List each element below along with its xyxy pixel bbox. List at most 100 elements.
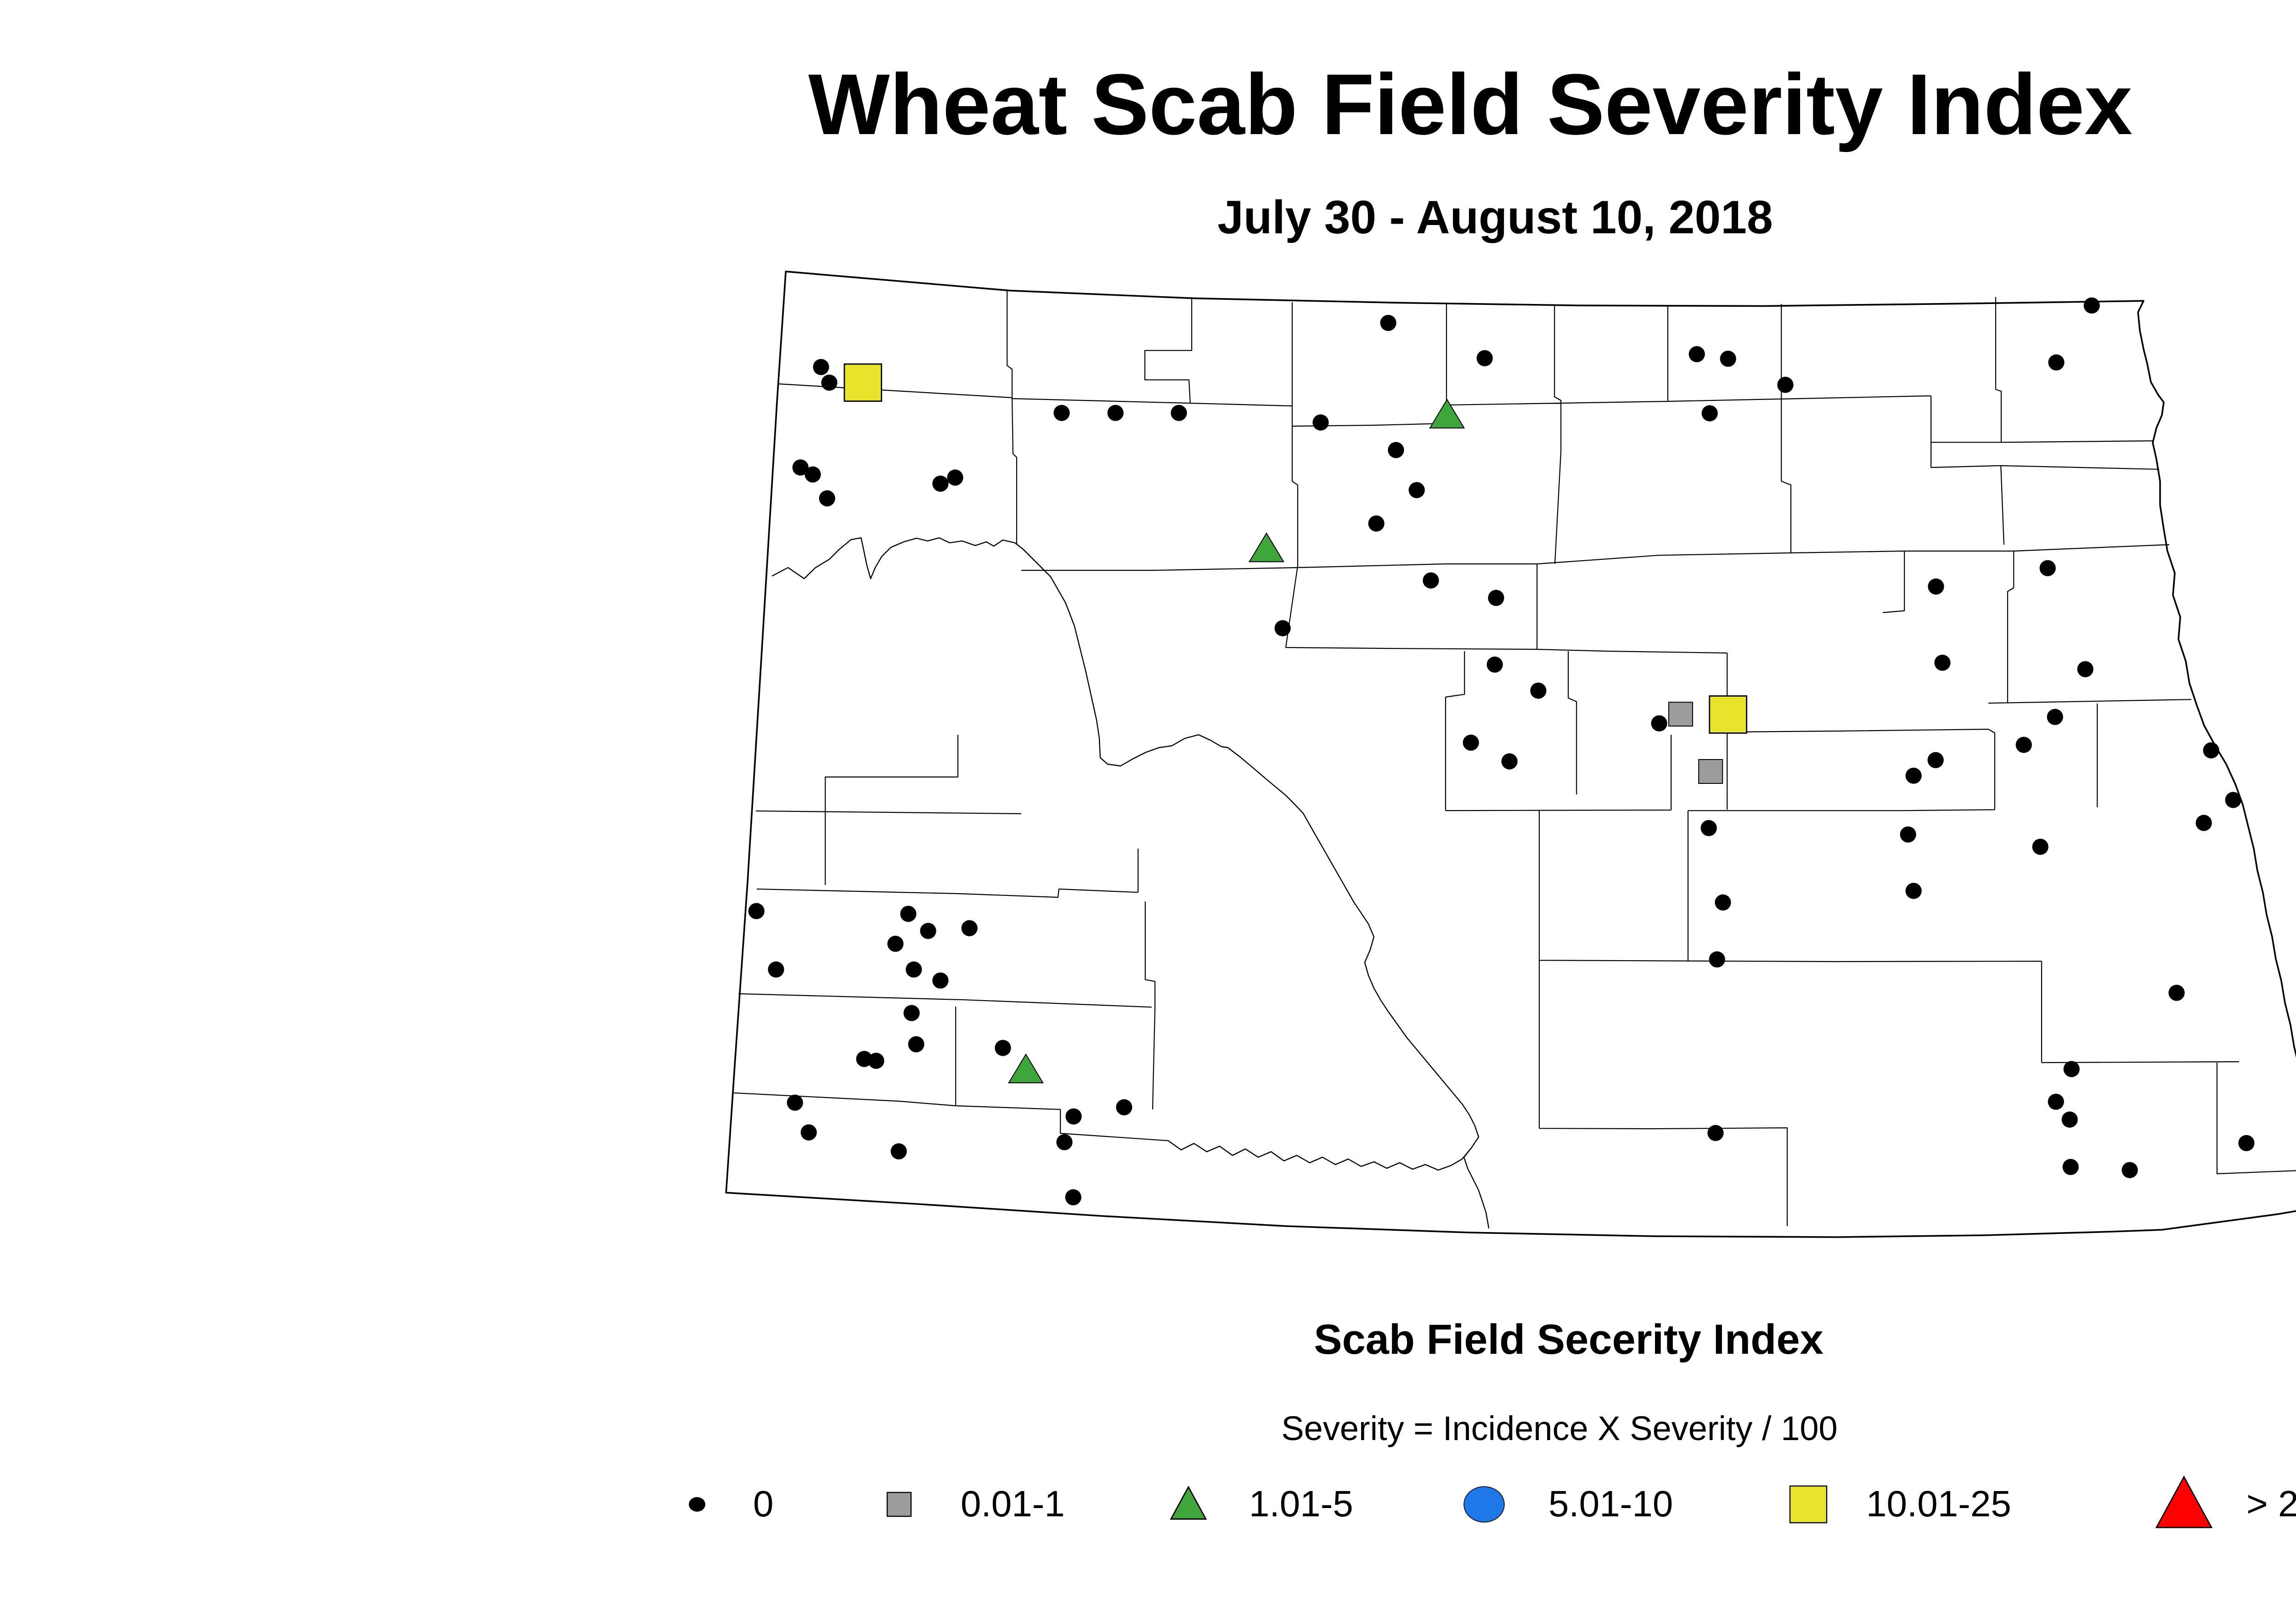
legend-item: 0 [689, 1483, 774, 1524]
map-marker-dot [868, 1053, 884, 1069]
map-marker-dot [1476, 350, 1493, 366]
legend-item: 0.01-1 [886, 1483, 1065, 1524]
map-marker-dot [1274, 620, 1291, 636]
legend-item-label: > 25 [2246, 1483, 2296, 1524]
map-marker-green-triangle [1429, 399, 1465, 428]
map-marker-dot [1700, 820, 1717, 836]
map-marker-dot [1380, 315, 1396, 331]
map-marker-dot [1927, 752, 1944, 768]
map-marker-dot [1651, 715, 1667, 732]
map-marker-gray-square [1698, 759, 1723, 784]
map-marker-dot [2195, 815, 2212, 831]
map-marker-dot [2039, 560, 2056, 576]
map-marker-dot [748, 903, 765, 919]
map-marker-dot [932, 972, 949, 989]
map-marker-dot [1408, 482, 1425, 498]
legend-symbol-square [1789, 1485, 1828, 1524]
map-marker-dot [2083, 297, 2100, 314]
map-marker-dot [2015, 737, 2032, 753]
map-marker-dot [813, 359, 829, 375]
map-marker-dot [1065, 1108, 1082, 1125]
map-marker-dot [1688, 346, 1705, 362]
legend-item: 1.01-5 [1170, 1483, 1353, 1524]
map-marker-gray-square [1668, 702, 1693, 727]
map-marker-dot [1065, 1189, 1081, 1205]
map-marker-dot [1312, 414, 1329, 431]
map-marker-dot [1388, 442, 1404, 458]
map-marker-green-triangle [1249, 532, 1284, 563]
map-marker-dot [947, 469, 963, 486]
map-marker-dot [805, 466, 821, 483]
map-marker-green-triangle [1008, 1053, 1044, 1083]
map-marker-dot [1701, 405, 1718, 422]
state-outline [725, 270, 2296, 1238]
legend-symbol-square [886, 1492, 912, 1517]
legend-title: Scab Field Secerity Index [1314, 1316, 1823, 1363]
map-marker-dot [1488, 590, 1504, 606]
map-marker-dot [2238, 1135, 2255, 1151]
map-marker-dot [1056, 1134, 1073, 1150]
map-marker-dot [1463, 734, 1479, 751]
map-marker-dot [2048, 1093, 2064, 1110]
map-marker-dot [1715, 894, 1731, 911]
map-marker-dot [2225, 792, 2241, 808]
legend: Scab Field Secerity Index Severity = Inc… [689, 1316, 2296, 1528]
legend-formula: Severity = Incidence X Severity / 100 [1281, 1409, 1837, 1447]
map-marker-dot [2047, 709, 2063, 725]
map-marker-dot [1171, 405, 1187, 421]
map-marker-dot [792, 459, 809, 476]
map-marker-dot [1053, 405, 1070, 421]
map-marker-dot [787, 1094, 803, 1111]
map-marker-dot [1486, 656, 1503, 673]
map-marker-dot [2048, 354, 2065, 371]
legend-item-label: 0.01-1 [961, 1483, 1065, 1524]
legend-item-label: 0 [753, 1483, 774, 1524]
legend-symbol-triangle [1170, 1486, 1207, 1520]
map-marker-dot [1707, 1125, 1724, 1141]
map-marker-dot [2168, 985, 2185, 1001]
map-marker-dot [961, 920, 978, 936]
cannonball-river [1167, 1140, 1472, 1171]
map-marker-dot [1905, 883, 1922, 899]
map-marker-dot [800, 1124, 817, 1141]
map-marker-yellow-square [1709, 695, 1748, 734]
map-marker-dot [1905, 767, 1922, 784]
map-markers [748, 297, 2255, 1205]
page-title: Wheat Scab Field Severity Index [808, 56, 2133, 152]
north-dakota-map [725, 270, 2296, 1238]
map-marker-dot [1720, 350, 1736, 367]
county-boundaries [733, 289, 2296, 1226]
map-marker-dot [1709, 951, 1725, 968]
map-marker-dot [856, 1051, 872, 1067]
legend-item-label: 1.01-5 [1249, 1483, 1353, 1524]
legend-symbol-circle [1463, 1486, 1505, 1523]
map-marker-dot [2061, 1111, 2078, 1128]
map-marker-dot [821, 374, 838, 391]
map-marker-dot [2122, 1162, 2138, 1178]
legend-symbol-dot [689, 1497, 705, 1512]
map-marker-dot [1423, 572, 1439, 589]
map-marker-dot [2062, 1159, 2079, 1175]
map-marker-dot [2032, 839, 2048, 855]
legend-symbol-triangle [2155, 1475, 2213, 1528]
map-marker-dot [1116, 1099, 1132, 1115]
legend-item-label: 5.01-10 [1548, 1483, 1673, 1524]
legend-items: 0 0.01-1 1.01-5 5.01-10 10.01-25 > 25 [689, 1475, 2296, 1528]
map-marker-dot [887, 935, 904, 952]
map-marker-dot [1934, 654, 1951, 671]
map-marker-dot [1368, 515, 1384, 532]
map-marker-dot [819, 490, 835, 507]
map-marker-dot [906, 961, 922, 978]
map-marker-dot [1900, 826, 1916, 843]
map-marker-dot [1530, 682, 1547, 699]
map-marker-dot [1501, 753, 1518, 770]
legend-item: > 25 [2155, 1475, 2296, 1528]
legend-item: 10.01-25 [1789, 1483, 2011, 1524]
map-marker-dot [900, 906, 917, 922]
map-marker-dot [890, 1143, 907, 1160]
missouri-river [771, 537, 1490, 1229]
map-marker-dot [932, 475, 949, 492]
page-subtitle: July 30 - August 10, 2018 [1217, 191, 1773, 243]
map-marker-dot [768, 961, 784, 978]
